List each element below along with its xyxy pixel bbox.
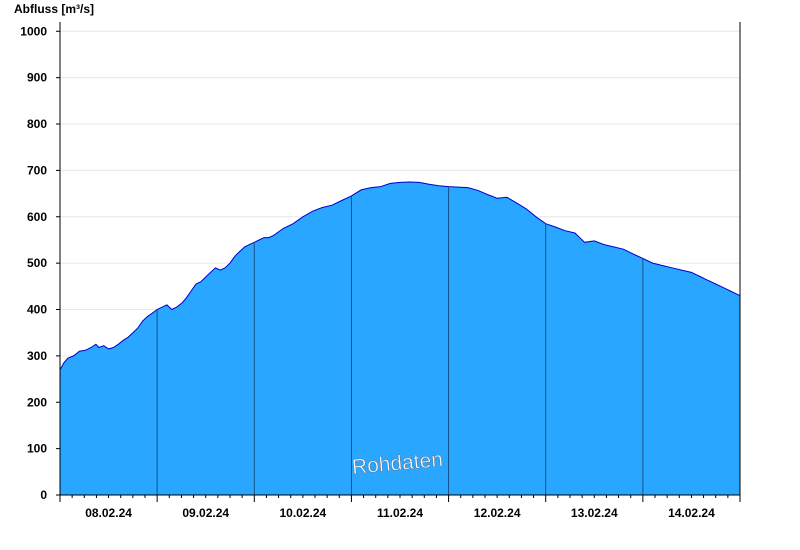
y-tick-label: 800 [27,117,47,131]
y-axis-ticks: 0 100 200 300 400 500 600 700 800 900 1000 [20,24,60,502]
discharge-area [60,182,740,495]
y-tick-label: 300 [27,349,47,363]
y-tick-label: 700 [27,163,47,177]
y-axis-label: Abfluss [m³/s] [14,2,94,16]
y-tick-label: 200 [27,395,47,409]
y-tick-label: 100 [27,442,47,456]
x-axis-ticks: 08.02.24 09.02.24 10.02.24 11.02.24 12.02.24… [59,495,741,520]
day-divider-lines [156,186,644,495]
discharge-line [59,181,741,371]
y-tick-label: 900 [27,71,47,85]
x-tick-label: 13.02.24 [571,506,618,520]
y-tick-label: 500 [27,256,47,270]
y-tick-label: 400 [27,303,47,317]
x-tick-label: 08.02.24 [85,506,132,520]
y-tick-label: 1000 [20,24,47,38]
x-tick-label: 12.02.24 [474,506,521,520]
x-tick-label: 09.02.24 [182,506,229,520]
y-tick-label: 600 [27,210,47,224]
x-tick-label: 10.02.24 [279,506,326,520]
y-tick-label: 0 [40,488,47,502]
x-tick-label: 11.02.24 [377,506,423,520]
x-tick-label: 14.02.24 [668,506,715,520]
